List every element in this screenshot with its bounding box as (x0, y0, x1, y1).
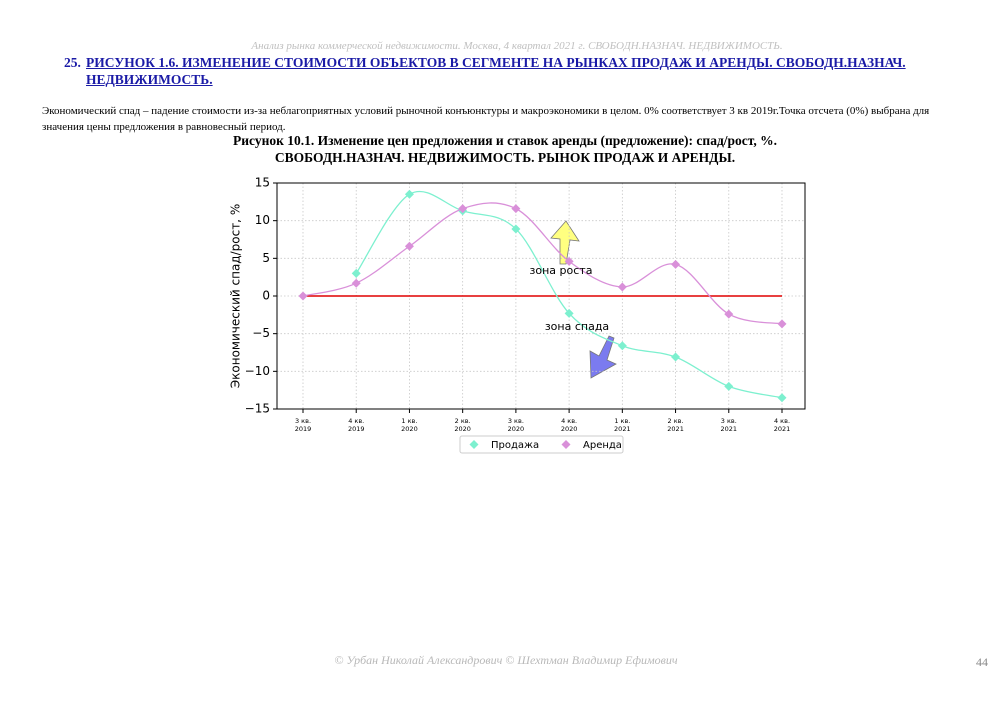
figure-title-line: СВОБОДН.НАЗНАЧ. НЕДВИЖИМОСТЬ. РЫНОК ПРОД… (274, 150, 736, 165)
data-point (671, 259, 681, 269)
legend-label: Аренда (583, 440, 622, 451)
data-point (564, 256, 574, 266)
data-point (564, 308, 574, 318)
legend-marker (469, 440, 479, 449)
x-tick-label: 2 кв. 2021 (667, 417, 684, 433)
x-tick-label: 4 кв. 2021 (774, 417, 791, 433)
y-tick-label: −15 (245, 402, 270, 416)
heading-number: 25. (64, 55, 81, 70)
data-point (351, 268, 361, 278)
y-axis-label: Экономический спад/рост, % (229, 204, 243, 388)
annotation: зона роста (530, 264, 593, 277)
section-heading: 25. РИСУНОК 1.6. ИЗМЕНЕНИЕ СТОИМОСТИ ОБЪ… (64, 54, 964, 88)
figure-title: Рисунок 10.1. Изменение цен предложения … (0, 132, 1005, 166)
x-tick-label: 3 кв. 2019 (295, 417, 312, 433)
x-tick-label: 4 кв. 2019 (348, 417, 365, 433)
heading-text: РИСУНОК 1.6. ИЗМЕНЕНИЕ СТОИМОСТИ ОБЪЕКТО… (86, 55, 906, 87)
data-point (511, 224, 521, 234)
data-point (724, 381, 734, 391)
figure-title-line: Рисунок 10.1. Изменение цен предложения … (232, 133, 778, 148)
data-point (617, 341, 627, 351)
x-tick-label: 3 кв. 2021 (721, 417, 738, 433)
data-point (724, 309, 734, 319)
legend-label: Продажа (491, 440, 539, 451)
series-line (355, 190, 783, 399)
y-tick-label: 10 (255, 213, 270, 227)
legend-box (459, 435, 624, 454)
data-point (404, 241, 414, 251)
plot-frame (276, 182, 806, 410)
x-tick-label: 1 кв. 2020 (401, 417, 418, 433)
data-point (671, 352, 681, 362)
data-point (298, 291, 308, 301)
data-point (351, 278, 361, 288)
paragraph: Экономический спад – падение стоимости и… (42, 105, 930, 133)
page-header: Анализ рынка коммерческой недвижимости. … (251, 40, 783, 52)
data-point (404, 189, 414, 199)
x-tick-label: 3 кв. 2020 (508, 417, 525, 433)
data-point (511, 204, 521, 214)
annotation: зона спада (545, 320, 609, 333)
x-tick-label: 1 кв. 2021 (614, 417, 631, 433)
x-tick-label: 4 кв. 2020 (561, 417, 578, 433)
data-point (777, 393, 787, 403)
y-tick-label: 0 (262, 289, 270, 303)
page-footer: © Урбан Николай Александрович © Шехтман … (334, 653, 678, 667)
data-point (777, 319, 787, 329)
y-tick-label: −5 (252, 326, 270, 340)
data-point (458, 204, 468, 214)
x-tick-label: 2 кв. 2020 (454, 417, 471, 433)
series-line (302, 202, 783, 325)
legend-marker (561, 440, 571, 449)
data-point (617, 282, 627, 292)
y-tick-label: −10 (245, 364, 270, 378)
page-number: 44 (976, 655, 988, 669)
y-tick-label: 15 (255, 176, 270, 190)
y-tick-label: 5 (262, 251, 270, 265)
